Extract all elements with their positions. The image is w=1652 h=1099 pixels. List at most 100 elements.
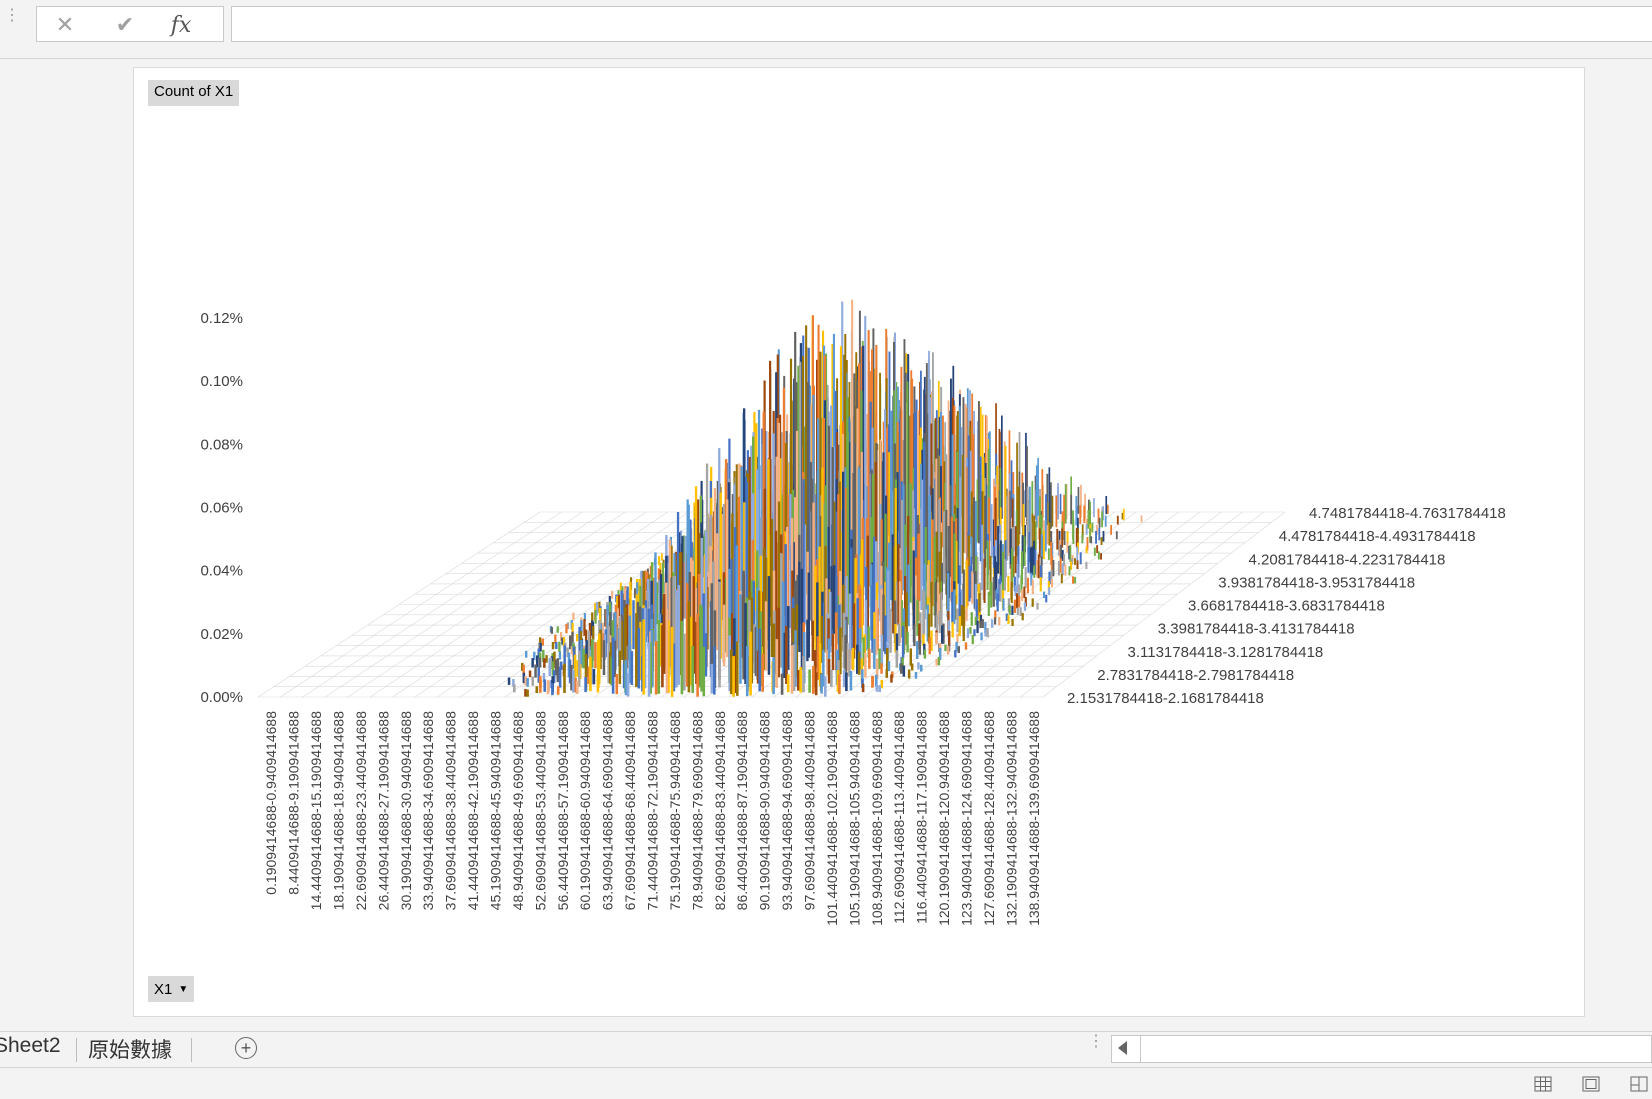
- chart-bar: [562, 636, 566, 647]
- chart-bar: [556, 626, 559, 633]
- tab-divider: [191, 1038, 192, 1062]
- chart-bar: [1061, 563, 1064, 576]
- chart-bar: [624, 607, 627, 680]
- tab-splitter-grip-icon[interactable]: ⋮: [1088, 1033, 1104, 1050]
- chart-bar: [976, 421, 979, 519]
- insert-function-button[interactable]: fx: [170, 12, 192, 38]
- chart-bar: [1033, 565, 1036, 578]
- chart-bar: [730, 613, 734, 666]
- x-axis-tick-label: 86.4409414688-87.1909414688: [734, 711, 750, 911]
- chart-bar: [1070, 561, 1073, 570]
- axis-field-button[interactable]: X1 ▼: [148, 976, 195, 1002]
- chart-bar: [1016, 564, 1019, 593]
- chart-bar: [950, 516, 953, 603]
- chart-bar: [867, 626, 870, 658]
- chart-bar: [1085, 546, 1088, 554]
- chart-bar: [1047, 548, 1050, 560]
- chart-bar: [981, 558, 984, 591]
- chart-bar: [660, 553, 663, 561]
- chart-bar: [929, 397, 932, 574]
- chart-bar: [524, 689, 527, 697]
- chart-bar: [545, 655, 548, 663]
- chart-bar: [534, 664, 537, 678]
- chart-bar: [1013, 599, 1016, 613]
- chart-bar: [744, 603, 747, 684]
- chart-bar: [772, 657, 775, 695]
- enter-button[interactable]: ✔: [105, 11, 145, 39]
- chart-bar: [911, 378, 914, 560]
- tab-sheet2[interactable]: Sheet2: [0, 1034, 61, 1057]
- chart-bar: [895, 581, 898, 625]
- add-sheet-button[interactable]: +: [235, 1037, 257, 1059]
- chart-bar: [964, 403, 967, 554]
- page-layout-view-icon[interactable]: [1582, 1076, 1600, 1092]
- chart-bar: [1089, 501, 1091, 526]
- chart-bar: [775, 542, 778, 659]
- chart-bar: [1007, 491, 1010, 557]
- chart-bar: [1025, 432, 1027, 518]
- chart-bar: [1110, 525, 1112, 535]
- chart-bar: [988, 497, 991, 570]
- chart-bar: [764, 601, 768, 671]
- chart-bar: [647, 642, 651, 697]
- x-axis-tick-label: 33.9409414688-34.6909414688: [420, 711, 436, 911]
- chart-bar: [1043, 591, 1046, 599]
- chart-bar: [795, 430, 799, 632]
- chart-bar: [906, 631, 909, 653]
- chart-bar: [556, 686, 560, 695]
- chart-bar: [1034, 521, 1037, 550]
- chart-bar: [1008, 604, 1011, 615]
- depth-axis-tick-labels: 2.1531784418-2.1681784418 2.7831784418-2.…: [1067, 505, 1506, 707]
- chart-bar: [976, 556, 979, 592]
- close-icon: ✕: [55, 12, 75, 37]
- chart-bar: [902, 484, 905, 591]
- chart-bar: [999, 467, 1002, 543]
- chart-bar: [1061, 511, 1064, 531]
- chart-bar: [735, 545, 738, 675]
- chart-bar: [611, 637, 615, 694]
- chart-bar: [589, 656, 592, 692]
- chart-bar: [845, 487, 848, 625]
- chart-bar: [728, 635, 731, 692]
- chart-bar: [1010, 581, 1013, 603]
- chart-bar: [848, 649, 851, 677]
- chart-bar: [896, 472, 899, 602]
- chart-bar: [525, 650, 528, 658]
- horizontal-scrollbar[interactable]: [1111, 1035, 1652, 1063]
- chart-bar: [594, 609, 597, 624]
- values-field-button[interactable]: Count of X1: [148, 80, 240, 106]
- scroll-left-icon[interactable]: [1118, 1041, 1127, 1055]
- normal-view-icon[interactable]: [1534, 1076, 1552, 1092]
- chart-bar: [580, 639, 583, 668]
- chart-bar: [571, 631, 574, 650]
- chart-bar: [659, 574, 663, 647]
- chart-bar: [667, 620, 670, 693]
- chart-bar: [1048, 522, 1051, 546]
- chart-bar: [1044, 519, 1047, 552]
- chart-bar: [566, 622, 570, 630]
- chart-bar: [769, 360, 772, 617]
- tab-raw-data[interactable]: 原始數據: [88, 1039, 172, 1062]
- chart-bar: [1039, 577, 1042, 592]
- chart-bar: [1090, 536, 1093, 544]
- chart-bar: [576, 634, 579, 642]
- chart-bar: [1107, 504, 1109, 514]
- cancel-button[interactable]: ✕: [45, 11, 85, 39]
- chart-bar: [974, 583, 977, 612]
- chart-bar: [574, 678, 577, 693]
- formula-bar-grip-icon[interactable]: ⋮: [4, 7, 20, 24]
- depth-axis-tick-label: 2.7831784418-2.7981784418: [1097, 667, 1294, 684]
- chart-bar: [526, 689, 529, 697]
- chart-bar: [1031, 579, 1034, 595]
- chart-bar: [1023, 586, 1026, 599]
- chart-bar: [683, 633, 686, 691]
- chart-bar: [1008, 430, 1011, 515]
- chart-bar: [909, 648, 912, 666]
- page-break-view-icon[interactable]: [1630, 1076, 1648, 1092]
- chart-bar: [642, 619, 645, 695]
- chart-bar: [986, 416, 988, 536]
- chart-bar: [1083, 505, 1086, 523]
- chart-bar: [786, 674, 790, 693]
- formula-input[interactable]: [231, 6, 1652, 42]
- chart-bar: [999, 575, 1002, 591]
